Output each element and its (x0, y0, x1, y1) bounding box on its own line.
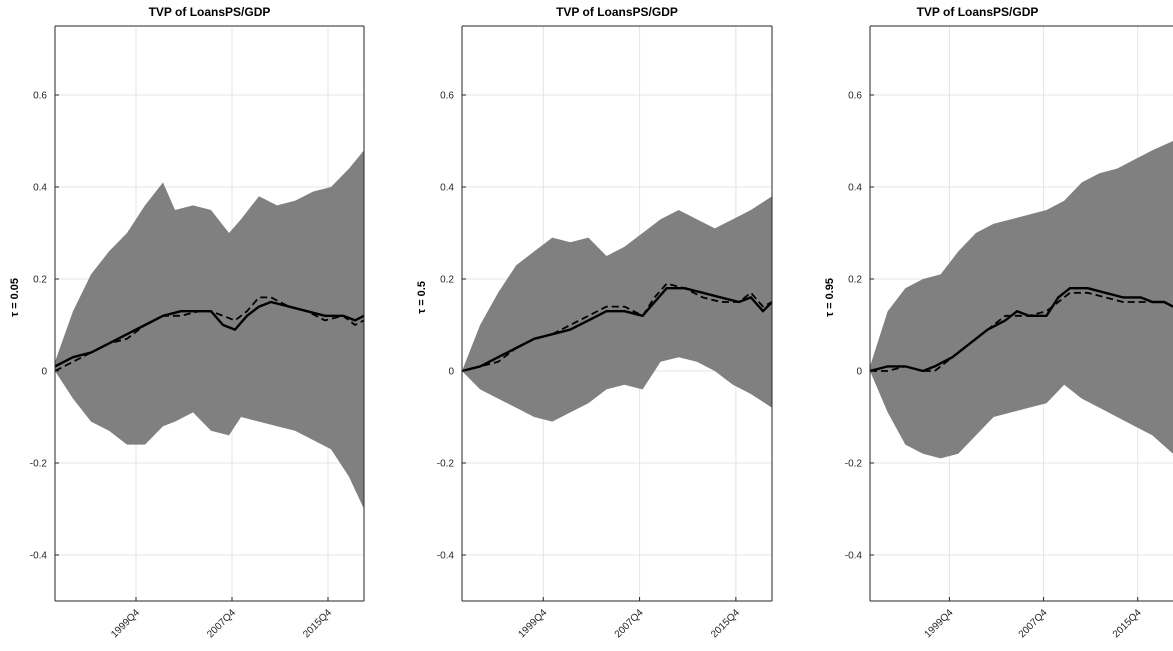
y-tick-label: 0.2 (848, 275, 862, 286)
y-tick-label: 0 (41, 367, 47, 378)
y-tick-label: 0.2 (33, 275, 47, 286)
y-tick-label: -0.2 (845, 459, 863, 470)
y-tick-label: -0.4 (845, 551, 863, 562)
chart-title: TVP of LoansPS/GDP (149, 5, 271, 19)
confidence-band (55, 150, 364, 509)
estimate-line-dashed (55, 296, 364, 372)
x-tick-label: 2015Q4 (709, 607, 742, 640)
plot-content (55, 150, 364, 509)
x-tick-label: 1999Q4 (516, 607, 549, 640)
y-axis-label: τ = 0.05 (9, 278, 21, 317)
x-tick-label: 2015Q4 (1111, 607, 1144, 640)
x-tick-label: 2007Q4 (205, 607, 238, 640)
y-tick-label: 0.4 (33, 183, 47, 194)
y-tick-label: 0.2 (440, 275, 454, 286)
y-tick-label: 0.4 (440, 183, 454, 194)
y-axis-label: τ = 0.95 (824, 278, 836, 317)
y-tick-label: 0.6 (848, 91, 862, 102)
y-tick-label: -0.2 (437, 459, 455, 470)
y-tick-label: 0.4 (848, 183, 862, 194)
x-tick-label: 1999Q4 (923, 607, 956, 640)
estimate-line-solid (55, 300, 364, 368)
y-tick-label: -0.4 (30, 551, 48, 562)
y-tick-label: 0 (448, 367, 454, 378)
chart-title: TVP of LoansPS/GDP (556, 5, 678, 19)
confidence-band (870, 141, 1173, 459)
panel-2: -0.4 -0.2 0 0.2 0.4 0.6 1999Q4 2007Q4 2015Q4 TVP … (416, 5, 773, 640)
estimate-line-dashed (870, 291, 1173, 372)
x-tick-label: 2007Q4 (1017, 607, 1050, 640)
y-tick-label: -0.4 (437, 551, 455, 562)
confidence-band (462, 196, 772, 422)
panel-1: -0.4 -0.2 0 0.2 0.4 0.6 1999Q4 2007Q4 2015Q4 TVP … (9, 5, 365, 640)
plot-content (870, 141, 1173, 459)
estimate-line-dashed (462, 282, 772, 372)
x-tick-label: 1999Q4 (109, 607, 142, 640)
y-tick-label: -0.2 (30, 459, 48, 470)
x-tick-label: 2015Q4 (301, 607, 334, 640)
y-axis-label: τ = 0.5 (416, 281, 428, 314)
y-tick-label: 0 (856, 367, 862, 378)
chart-title: TVP of LoansPS/GDP (917, 5, 1039, 19)
y-tick-label: 0.6 (33, 91, 47, 102)
x-tick-label: 2007Q4 (613, 607, 646, 640)
y-tick-label: 0.6 (440, 91, 454, 102)
plot-content (462, 196, 772, 422)
panel-3: -0.4 -0.2 0 0.2 0.4 0.6 1999Q4 2007Q4 2015Q4 TVP … (824, 5, 1173, 640)
